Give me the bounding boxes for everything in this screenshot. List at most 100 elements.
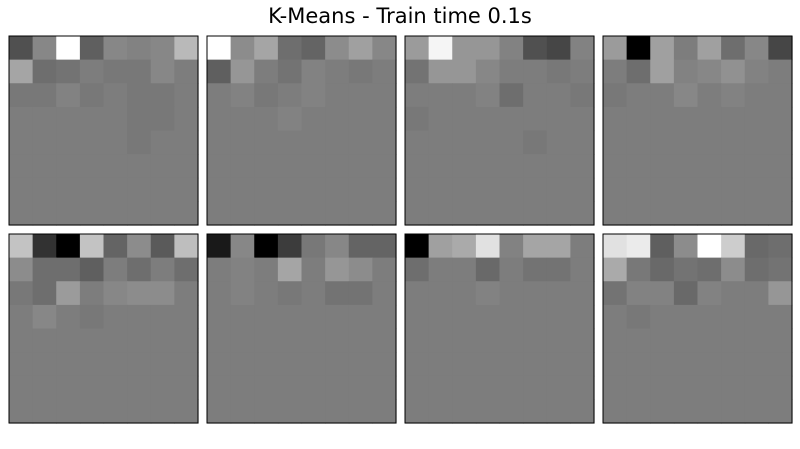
heatmap-cell [207,257,232,282]
heatmap-cell [32,83,57,108]
heatmap-cell [207,281,232,306]
heatmap-cell [405,257,430,282]
heatmap-cell [546,281,571,306]
heatmap-cell [673,130,699,155]
heatmap-cell [768,201,793,226]
heatmap-cell [603,257,628,282]
heatmap-cell [301,234,326,259]
heatmap-cell [721,257,746,282]
heatmap-cell [499,154,524,179]
heatmap-cell [254,177,279,202]
heatmap-cell [405,399,430,424]
heatmap-cell [721,130,746,155]
heatmap-cell [744,59,769,84]
heatmap-cell [523,83,548,108]
heatmap-cell [452,257,477,282]
heatmap-cell [254,201,279,226]
heatmap-cell [56,154,81,179]
heatmap-cell [348,177,373,202]
heatmap-cell [79,201,105,226]
heatmap-cell [650,201,675,226]
heatmap-cell [150,106,175,132]
heatmap-cell [744,36,769,61]
heatmap-cell [523,106,548,132]
heatmap-cell [277,201,303,226]
heatmap-cell [150,234,175,259]
heatmap-cell [79,177,105,202]
heatmap-cell [150,375,175,400]
heatmap-cell [372,154,397,179]
heatmap-cell [174,257,199,282]
heatmap-cell [277,281,303,306]
panel-frame [602,233,793,424]
heatmap-cell [603,304,628,330]
heatmap-cell [673,304,699,330]
heatmap-cell [79,281,105,306]
heatmap-cell [79,154,105,179]
heatmap-cell [325,154,350,179]
heatmap-cell [277,328,303,353]
heatmap-panel-5 [8,233,199,424]
heatmap-cell [475,257,501,282]
heatmap-cell [174,83,199,108]
heatmap-cell [325,234,350,259]
heatmap-cell [523,234,548,259]
heatmap-cell [452,83,477,108]
heatmap-cell [127,281,152,306]
heatmap-cell [697,36,722,61]
heatmap-cell [174,177,199,202]
heatmap-cell [428,106,453,132]
heatmap-cell [103,130,128,155]
heatmap-cell [768,328,793,353]
heatmap-cell [428,177,453,202]
heatmap-cell [721,352,746,377]
heatmap-cell [301,281,326,306]
heatmap-cell [301,328,326,353]
heatmap-cell [174,36,199,61]
heatmap-cell [9,375,34,400]
heatmap-cell [207,399,232,424]
heatmap-cell [603,36,628,61]
heatmap-cell [325,257,350,282]
heatmap-cell [9,328,34,353]
heatmap-cell [744,130,769,155]
heatmap-cell [372,130,397,155]
heatmap-cell [9,234,34,259]
heatmap-cell [768,281,793,306]
heatmap-cell [673,154,699,179]
heatmap-cell [207,36,232,61]
heatmap-cell [174,375,199,400]
heatmap-cell [570,201,595,226]
heatmap-cell [603,106,628,132]
heatmap-cell [230,399,255,424]
heatmap-cell [428,83,453,108]
heatmap-cell [546,234,571,259]
heatmap-cell [428,352,453,377]
heatmap-cell [721,399,746,424]
heatmap-cell [570,59,595,84]
heatmap-cell [475,154,501,179]
chart-title: K-Means - Train time 0.1s [268,4,532,28]
heatmap-cell [768,36,793,61]
heatmap-cell [428,375,453,400]
heatmap-cell [56,257,81,282]
heatmap-cell [325,130,350,155]
heatmap-cell [277,83,303,108]
heatmap-cell [452,106,477,132]
heatmap-cell [174,352,199,377]
heatmap-cell [207,106,232,132]
heatmap-cell [570,399,595,424]
heatmap-cell [499,59,524,84]
heatmap-cell [56,201,81,226]
heatmap-cell [207,83,232,108]
heatmap-cell [650,352,675,377]
heatmap-cell [721,201,746,226]
heatmap-cell [207,375,232,400]
heatmap-cell [79,59,105,84]
heatmap-cell [523,281,548,306]
heatmap-cell [32,352,57,377]
heatmap-cell [523,154,548,179]
heatmap-cell [475,106,501,132]
heatmap-cell [673,106,699,132]
heatmap-cell [127,154,152,179]
